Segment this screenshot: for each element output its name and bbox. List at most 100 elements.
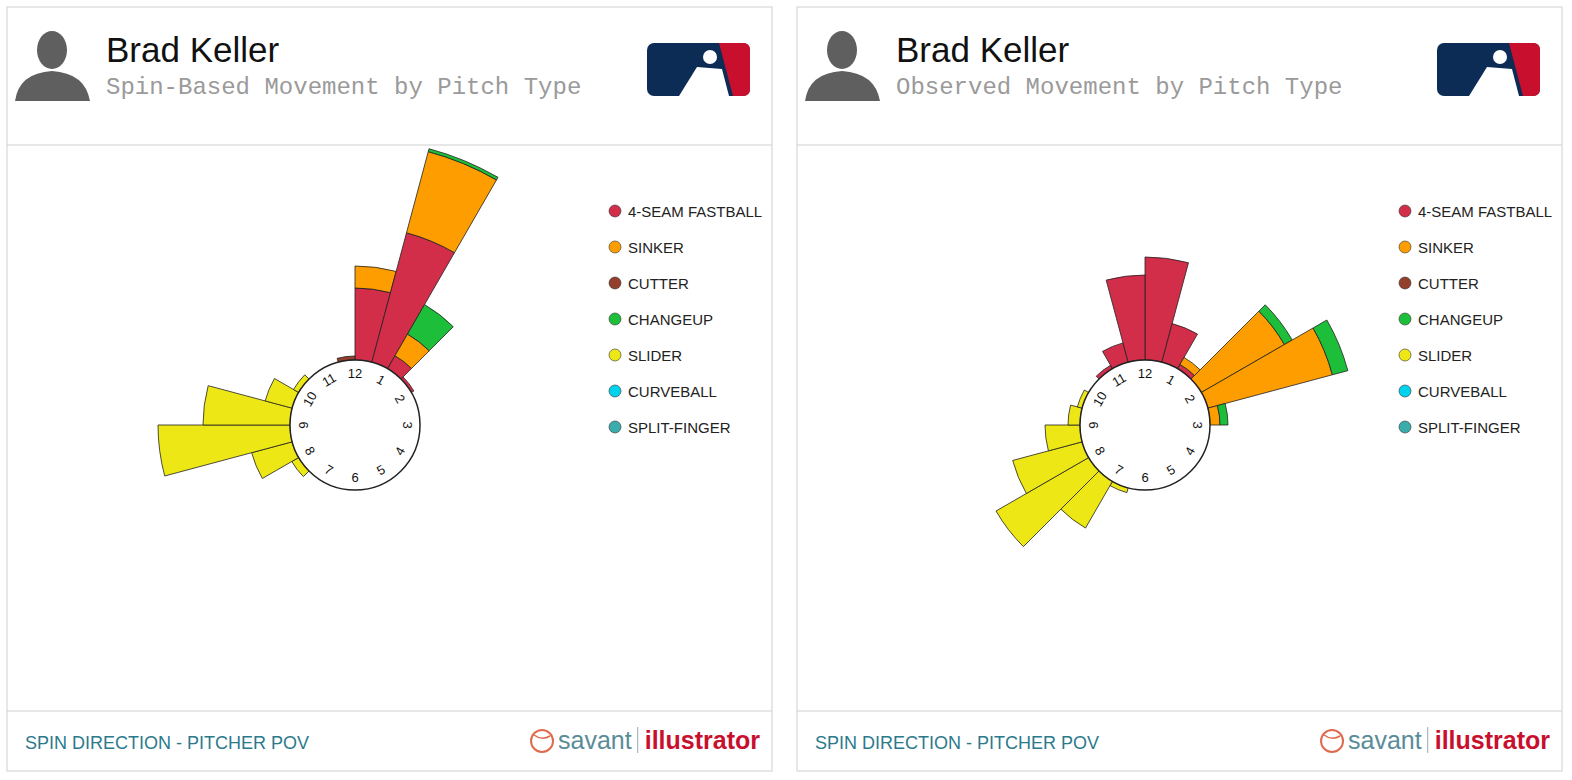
legend-swatch [1399, 241, 1411, 253]
legend-swatch [1399, 421, 1411, 433]
clock-label: 4 [392, 444, 409, 458]
credit-icon [531, 730, 553, 752]
icon-body [805, 71, 880, 101]
wedge [1217, 404, 1228, 425]
legend-label: CURVEBALL [1418, 383, 1507, 400]
credit-icon [534, 735, 550, 738]
legend-swatch [609, 241, 621, 253]
page: Brad Keller Spin-Based Movement by Pitch … [0, 0, 1572, 780]
credit-separator [1427, 727, 1428, 753]
clock-label: 3 [1190, 421, 1205, 428]
legend-swatch [1399, 349, 1411, 361]
footer: SPIN DIRECTION - PITCHER POV [815, 733, 1099, 753]
header-rule [797, 145, 1562, 146]
clock-label: 9 [296, 421, 311, 428]
wedge [355, 266, 396, 293]
clock-label: 6 [1141, 470, 1148, 485]
icon-body [15, 71, 90, 101]
panel: Brad Keller Spin-Based Movement by Pitch … [7, 7, 772, 771]
legend-swatch [609, 349, 621, 361]
wedge [1259, 305, 1292, 345]
wedge [1045, 425, 1082, 451]
clock-label: 12 [348, 366, 362, 381]
clock-label: 2 [1182, 392, 1199, 406]
credit: illustrator [1435, 726, 1551, 754]
clock-label: 7 [1112, 462, 1126, 479]
logo-blue [1437, 43, 1540, 96]
legend-label: SPLIT-FINGER [628, 419, 731, 436]
legend-label: SPLIT-FINGER [1418, 419, 1521, 436]
league-logo [1437, 43, 1540, 96]
subtitle: Observed Movement by Pitch Type [896, 74, 1342, 101]
icon-head [37, 31, 67, 69]
wedge [158, 425, 292, 476]
legend: 4-SEAM FASTBALL SINKER CUTTER CHANGEUP SLIDE… [609, 203, 762, 436]
clock-label: 1 [374, 372, 388, 389]
credit: savant [1348, 726, 1422, 754]
legend: 4-SEAM FASTBALL SINKER CUTTER CHANGEUP SLIDE… [1399, 203, 1552, 436]
clock-label: 7 [322, 462, 336, 479]
legend-label: CURVEBALL [628, 383, 717, 400]
panel: Brad Keller Observed Movement by Pitch Ty… [797, 7, 1562, 771]
player-icon [15, 31, 90, 101]
legend-swatch [1399, 205, 1411, 217]
legend-label: CHANGEUP [628, 311, 713, 328]
title: Brad Keller [106, 30, 279, 69]
legend-label: 4-SEAM FASTBALL [628, 203, 762, 220]
legend-swatch [609, 385, 621, 397]
clock-label: 12 [1138, 366, 1152, 381]
clock-face [290, 360, 420, 490]
wedges [996, 257, 1348, 547]
subtitle: Spin-Based Movement by Pitch Type [106, 74, 581, 101]
legend-label: CUTTER [628, 275, 689, 292]
legend-label: SLIDER [1418, 347, 1472, 364]
legend-swatch [1399, 313, 1411, 325]
clock-label: 3 [400, 421, 415, 428]
legend-label: 4-SEAM FASTBALL [1418, 203, 1552, 220]
legend-label: SLIDER [628, 347, 682, 364]
footer: SPIN DIRECTION - PITCHER POV [25, 733, 309, 753]
league-logo [647, 43, 750, 96]
clock-label: 8 [302, 444, 319, 458]
icon-head [827, 31, 857, 69]
clock-label: 4 [1182, 444, 1199, 458]
clock-label: 11 [319, 370, 338, 390]
credit: illustrator [645, 726, 761, 754]
panel-frame [797, 7, 1562, 771]
legend-swatch [609, 421, 621, 433]
logo-figure [1469, 67, 1519, 96]
legend-label: CHANGEUP [1418, 311, 1503, 328]
credit-icon [1324, 735, 1340, 738]
clock-label: 5 [1164, 462, 1178, 479]
clock-label: 8 [1092, 444, 1109, 458]
legend-swatch [1399, 277, 1411, 289]
wedge [1162, 324, 1198, 369]
clock-face [1080, 360, 1210, 490]
credit-separator [637, 727, 638, 753]
legend-swatch [609, 277, 621, 289]
wedge [1313, 320, 1348, 375]
logo-figure [1493, 50, 1507, 64]
clock-label: 10 [1090, 389, 1110, 409]
clock-label: 1 [1164, 372, 1178, 389]
title: Brad Keller [896, 30, 1069, 69]
clock-label: 6 [351, 470, 358, 485]
clock-label: 5 [374, 462, 388, 479]
legend-label: SINKER [628, 239, 684, 256]
panel-frame [7, 7, 772, 771]
wedge [428, 149, 498, 180]
credit: savant [558, 726, 632, 754]
legend-label: SINKER [1418, 239, 1474, 256]
logo-figure [703, 50, 717, 64]
legend-swatch [609, 205, 621, 217]
wedge [372, 233, 455, 369]
clock-label: 2 [392, 392, 409, 406]
header-rule [7, 145, 772, 146]
legend-swatch [609, 313, 621, 325]
logo-figure [679, 67, 729, 96]
footer-rule [797, 711, 1562, 712]
clock-label: 10 [300, 389, 320, 409]
credit-icon [1321, 730, 1343, 752]
legend-label: CUTTER [1418, 275, 1479, 292]
logo-blue [647, 43, 750, 96]
